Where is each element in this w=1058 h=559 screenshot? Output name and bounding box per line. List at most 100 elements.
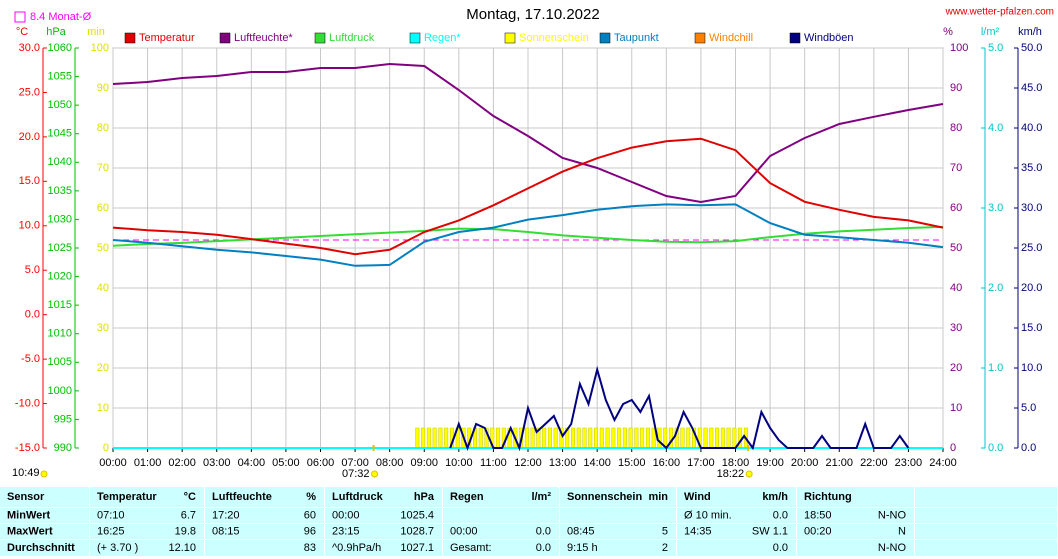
axis-unit: hPa [46, 26, 66, 38]
sun-event-icon [371, 470, 379, 478]
table-cell [915, 508, 1057, 523]
sunshine-bar [605, 427, 610, 449]
table-text: 23:15 [332, 525, 360, 537]
sunshine-bar [715, 427, 720, 449]
sunshine-bar [634, 427, 639, 449]
x-tick-label: 04:00 [238, 457, 266, 469]
table-text: 1027.1 [400, 542, 434, 554]
sunshine-bar [444, 427, 449, 449]
sunshine-bar [524, 427, 529, 449]
y-tick-label: 20.0 [19, 131, 40, 143]
y-tick-label: 10.0 [1021, 362, 1042, 374]
table-cell [560, 508, 676, 523]
y-tick-label: 1000 [48, 385, 72, 397]
y-tick-label: 0 [950, 442, 956, 454]
table-text: l/m² [531, 491, 551, 503]
y-tick-label: 1025 [48, 242, 72, 254]
sunshine-bar [582, 427, 587, 449]
table-text: 5 [662, 525, 668, 537]
axis-unit: % [943, 26, 953, 38]
y-tick-label: -15.0 [15, 442, 40, 454]
sunshine-bar [738, 427, 743, 449]
x-tick-label: 23:00 [895, 457, 923, 469]
table-cell [205, 508, 324, 523]
table-cell [915, 540, 1057, 556]
table-cell [443, 487, 559, 507]
legend-label: Windböen [804, 32, 854, 44]
table-text: 07:10 [97, 509, 125, 521]
y-tick-label: 10 [950, 402, 962, 414]
table-cell [325, 508, 442, 523]
y-tick-label: 995 [54, 413, 72, 425]
legend-swatch [694, 32, 706, 44]
sunshine-bar [651, 427, 656, 449]
sunshine-bar [432, 427, 437, 449]
y-tick-label: 0 [103, 442, 109, 454]
table-text: °C [184, 491, 196, 503]
y-tick-label: 990 [54, 442, 72, 454]
sunshine-bar [645, 427, 650, 449]
legend-label: Sonnenschein [519, 32, 589, 44]
legend-label: Temperatur [139, 32, 195, 44]
sunshine-bar [496, 427, 501, 449]
series-line [112, 137, 944, 256]
y-tick-label: 1030 [48, 213, 72, 225]
x-tick-label: 07:00 [341, 457, 369, 469]
y-tick-label: 1045 [48, 128, 72, 140]
table-text: min [648, 491, 668, 503]
table-text: 16:25 [97, 525, 125, 537]
table-text: hPa [414, 491, 435, 503]
y-tick-label: 1015 [48, 299, 72, 311]
table-cell [560, 487, 676, 507]
y-tick-label: 1020 [48, 270, 72, 282]
sunshine-bar [709, 427, 714, 449]
y-tick-label: 10 [97, 402, 109, 414]
y-tick-label: -5.0 [21, 353, 40, 365]
sunshine-bar [547, 427, 552, 449]
y-tick-label: 20 [97, 362, 109, 374]
y-tick-label: 30.0 [1021, 202, 1042, 214]
y-tick-label: 35.0 [1021, 162, 1042, 174]
sunshine-bar [720, 427, 725, 449]
y-tick-label: 60 [97, 202, 109, 214]
legend-label: Windchill [709, 32, 753, 44]
table-text: 6.7 [181, 509, 196, 521]
y-tick-label: 0.0 [1021, 442, 1036, 454]
table-cell [90, 508, 204, 523]
table-cell [90, 524, 204, 539]
table-cell [0, 508, 89, 523]
table-text: 0.0 [536, 525, 551, 537]
legend-label: Luftfeuchte* [234, 32, 293, 44]
y-tick-label: 50.0 [1021, 42, 1042, 54]
axis-unit: l/m² [981, 26, 1000, 38]
y-tick-label: 2.0 [988, 282, 1003, 294]
table-cell [90, 487, 204, 507]
sunshine-bar [686, 427, 691, 449]
y-tick-label: 1010 [48, 328, 72, 340]
sunshine-bar [617, 427, 622, 449]
table-text: 12.10 [168, 542, 196, 554]
y-tick-label: -10.0 [15, 397, 40, 409]
table-text: 00:00 [450, 525, 478, 537]
table-cell [205, 540, 324, 556]
sunshine-bar [680, 427, 685, 449]
x-tick-label: 01:00 [134, 457, 162, 469]
x-tick-label: 22:00 [860, 457, 888, 469]
table-text: 1028.7 [400, 525, 434, 537]
y-tick-label: 45.0 [1021, 82, 1042, 94]
y-tick-label: 30 [950, 322, 962, 334]
y-tick-label: 100 [950, 42, 968, 54]
table-text: MaxWert [7, 525, 53, 537]
sun-event-icon [745, 470, 753, 478]
table-text: 9:15 h [567, 542, 598, 554]
x-tick-label: 03:00 [203, 457, 231, 469]
y-tick-label: 30 [97, 322, 109, 334]
sun-event-label: 07:32 [342, 468, 370, 480]
table-text: Richtung [804, 491, 852, 503]
table-cell [677, 524, 796, 539]
chart-title: Montag, 17.10.2022 [466, 6, 599, 23]
x-tick-label: 21:00 [825, 457, 853, 469]
table-cell [443, 524, 559, 539]
